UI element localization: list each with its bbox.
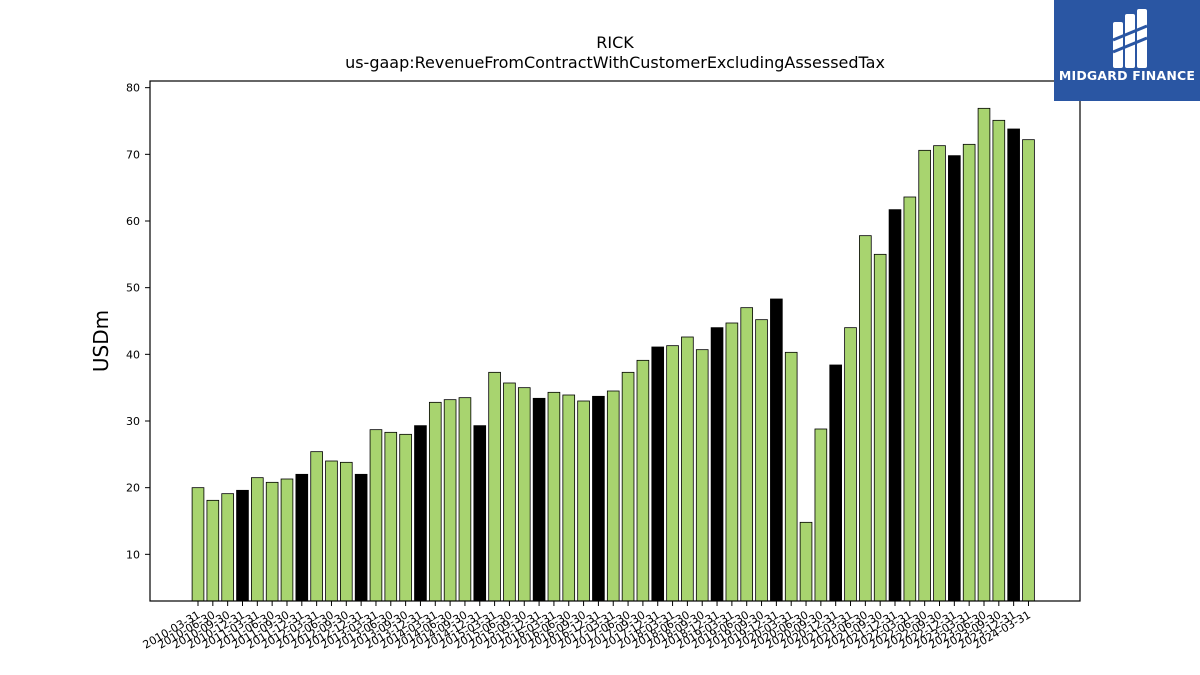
bar-2012-09-30: [339, 461, 353, 602]
bar-2011-06-30: [265, 481, 279, 602]
bar-2013-12-31: [414, 425, 427, 602]
y-tick-label: 70: [126, 148, 140, 161]
bar-2016-12-31: [592, 395, 605, 602]
bar-2022-06-30: [918, 149, 931, 602]
bar-2021-03-31: [844, 327, 857, 602]
bar-2023-06-30: [977, 107, 991, 602]
y-axis-label: USDm: [89, 310, 113, 372]
bar-2011-12-31: [295, 473, 309, 602]
bar-2010-12-31: [236, 489, 249, 602]
bar-2024-03-31: [1022, 139, 1035, 602]
bar-2018-12-31: [710, 327, 724, 602]
chart-subtitle: us-gaap:RevenueFromContractWithCustomerE…: [345, 53, 885, 72]
bar-2014-09-30: [458, 397, 472, 602]
bar-2019-06-30: [740, 307, 754, 602]
bar-2021-12-31: [888, 209, 902, 602]
bar-2023-09-30: [992, 119, 1006, 602]
bar-2013-06-30: [384, 431, 398, 602]
bar-2010-03-31: [191, 487, 205, 602]
bar-2015-09-30: [517, 387, 531, 602]
bar-2021-06-30: [859, 235, 872, 602]
bar-2016-03-31: [547, 391, 561, 602]
logo-text: MIDGARD FINANCE: [1058, 68, 1196, 83]
bar-2023-12-31: [1007, 128, 1020, 602]
bar-2017-12-31: [651, 346, 665, 602]
bar-2019-03-31: [725, 322, 739, 602]
y-axis: 10 20 30 40 50 60 70 80: [126, 82, 150, 561]
bar-2017-06-30: [621, 371, 635, 602]
bar-2015-03-31: [488, 371, 501, 602]
bar-2010-06-30: [206, 499, 220, 602]
bar-2020-06-30: [799, 521, 813, 602]
bar-2023-03-31: [962, 143, 976, 602]
bars-group: [191, 107, 1035, 602]
y-tick-label: 60: [126, 215, 140, 228]
bar-2011-03-31: [251, 477, 264, 602]
bar-2013-09-30: [399, 433, 412, 602]
y-tick-label: 40: [126, 348, 140, 361]
bar-2021-09-30: [873, 253, 887, 602]
y-tick-label: 80: [126, 82, 140, 95]
bar-2014-03-31: [428, 401, 442, 602]
y-tick-label: 30: [126, 415, 140, 428]
bar-2017-09-30: [636, 359, 650, 602]
y-tick-label: 10: [126, 548, 140, 561]
bar-2011-09-30: [280, 478, 294, 602]
bar-2022-12-31: [948, 155, 961, 602]
chart-title: RICK: [596, 33, 634, 52]
y-tick-label: 20: [126, 482, 140, 495]
bar-2020-03-31: [784, 351, 798, 602]
bar-2018-03-31: [666, 345, 679, 602]
bar-2014-06-30: [443, 399, 457, 602]
bar-2022-09-30: [933, 145, 946, 602]
y-tick-label: 50: [126, 282, 140, 295]
bar-2015-12-31: [532, 397, 546, 602]
logo-mark-icon: [1112, 9, 1148, 68]
bar-2017-03-31: [606, 390, 620, 602]
bar-2022-03-31: [903, 196, 917, 602]
bar-2012-12-31: [354, 473, 368, 602]
bar-2018-09-30: [695, 349, 709, 602]
bar-2016-09-30: [577, 400, 590, 602]
bar-2014-12-31: [473, 425, 487, 602]
bar-2010-09-30: [221, 493, 234, 602]
bar-2020-09-30: [814, 428, 828, 602]
bar-2019-12-31: [770, 298, 783, 602]
bar-2020-12-31: [829, 364, 842, 602]
brand-logo: MIDGARD FINANCE: [1054, 0, 1200, 101]
bar-2012-03-31: [310, 451, 323, 602]
bar-2018-06-30: [681, 336, 694, 602]
bar-2016-06-30: [562, 394, 576, 602]
bar-2015-06-30: [503, 382, 516, 602]
x-axis: 2010-03-312010-06-302010-09-302010-12-31…: [141, 601, 1033, 652]
bar-2013-03-31: [369, 429, 383, 602]
bar-2012-06-30: [325, 460, 338, 602]
bar-2019-09-30: [755, 319, 768, 602]
plot-frame: [149, 80, 1081, 602]
